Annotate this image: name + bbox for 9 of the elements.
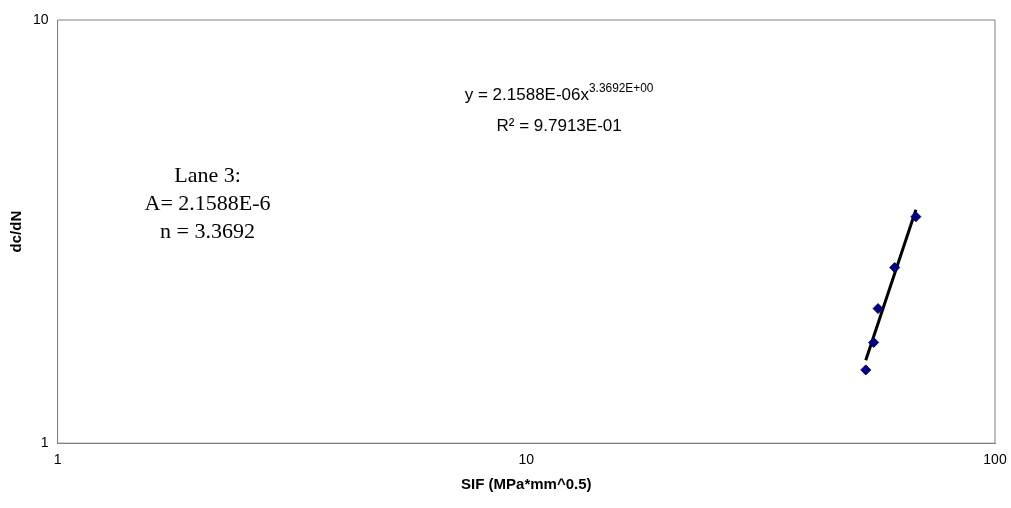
y-axis-title: dc/dN	[7, 210, 25, 253]
x-tick-label: 1	[53, 451, 62, 468]
x-tick-label: 100	[983, 451, 1007, 468]
annotation: n = 3.3692	[160, 218, 256, 243]
annotation: Lane 3:	[174, 162, 241, 187]
x-axis-title: SIF (MPa*mm^0.5)	[461, 475, 592, 493]
x-tick-label: 10	[518, 451, 535, 468]
annotation: R² = 9.7913E-01	[496, 116, 622, 135]
annotation: A= 2.1588E-6	[144, 190, 271, 215]
